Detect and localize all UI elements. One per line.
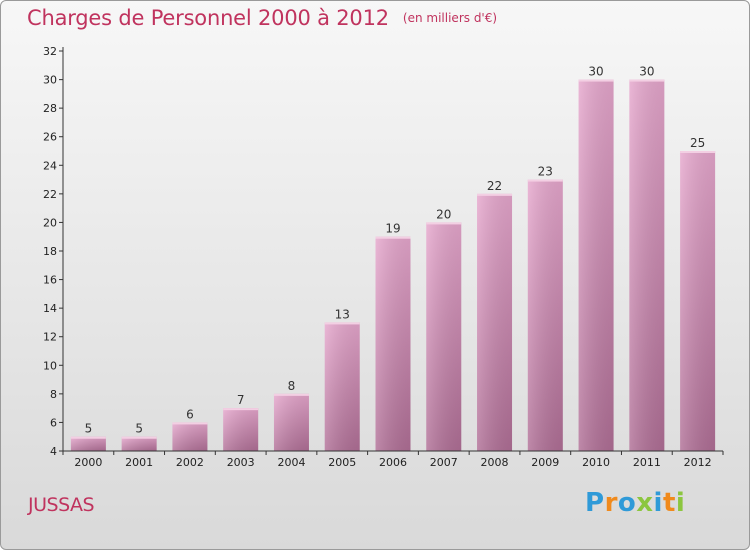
value-label-2008: 22 — [487, 179, 502, 193]
x-tick-label-2010: 2010 — [582, 456, 610, 469]
bar-shade-2000 — [70, 436, 106, 451]
bar-top-edge-2010 — [578, 79, 614, 82]
value-label-2009: 23 — [538, 165, 553, 179]
bar-top-edge-2000 — [70, 436, 106, 439]
bar-shade-2005 — [324, 322, 360, 451]
value-label-2005: 13 — [335, 307, 350, 321]
x-tick-label-2005: 2005 — [328, 456, 356, 469]
bar-shade-2010 — [578, 79, 614, 452]
value-label-2004: 8 — [288, 379, 296, 393]
value-label-2003: 7 — [237, 393, 245, 407]
x-tick-label-2004: 2004 — [277, 456, 305, 469]
x-tick-label-2012: 2012 — [684, 456, 712, 469]
y-tick-label-32: 32 — [43, 45, 57, 58]
brand-letter-r: r — [604, 488, 618, 518]
value-label-2006: 19 — [385, 222, 400, 236]
bar-shade-2008 — [477, 193, 513, 451]
bars-layer: 5 5 6 7 8 13 19 20 22 23 30 30 25 — [70, 65, 716, 452]
x-tick-label-2011: 2011 — [633, 456, 661, 469]
bar-top-edge-2006 — [375, 236, 411, 239]
y-tick-label-10: 10 — [43, 359, 57, 372]
y-tick-label-12: 12 — [43, 331, 57, 344]
title-row: Charges de Personnel 2000 à 2012 (en mill… — [27, 6, 497, 30]
value-label-2011: 30 — [639, 65, 654, 79]
brand-letter-i1: i — [653, 488, 663, 518]
x-tick-label-2000: 2000 — [74, 456, 102, 469]
y-tick-label-4: 4 — [50, 445, 57, 458]
y-tick-label-28: 28 — [43, 102, 57, 115]
brand-letter-i2: i — [675, 488, 686, 518]
bar-top-edge-2001 — [121, 436, 157, 439]
bar-shade-2002 — [172, 422, 208, 451]
y-tick-label-22: 22 — [43, 188, 57, 201]
y-tick-label-18: 18 — [43, 245, 57, 258]
bar-shade-2007 — [426, 222, 462, 451]
value-label-2010: 30 — [588, 65, 603, 79]
value-label-2002: 6 — [186, 407, 194, 421]
y-tick-label-14: 14 — [43, 302, 57, 315]
y-tick-label-24: 24 — [43, 159, 57, 172]
bar-top-edge-2003 — [223, 408, 259, 411]
value-label-2007: 20 — [436, 207, 451, 221]
bar-shade-2003 — [223, 408, 259, 451]
bar-shade-2012 — [680, 151, 716, 451]
bar-top-edge-2009 — [527, 179, 563, 182]
y-tick-label-16: 16 — [43, 274, 57, 287]
brand-letter-p: P — [585, 488, 605, 518]
x-tick-label-2001: 2001 — [125, 456, 153, 469]
bar-shade-2004 — [273, 393, 309, 451]
chart-subtitle: (en milliers d'€) — [402, 11, 498, 25]
x-tick-label-2006: 2006 — [379, 456, 407, 469]
proxiti-logo[interactable]: Proxiti — [585, 488, 685, 518]
brand-letter-o: o — [617, 488, 637, 518]
y-tick-label-6: 6 — [50, 416, 57, 429]
bar-top-edge-2007 — [426, 222, 462, 225]
value-label-2012: 25 — [690, 136, 705, 150]
x-tick-label-2008: 2008 — [481, 456, 509, 469]
bar-shade-2006 — [375, 236, 411, 451]
bar-shade-2009 — [527, 179, 563, 452]
y-tick-label-26: 26 — [43, 131, 57, 144]
bar-top-edge-2011 — [629, 79, 665, 82]
y-tick-label-30: 30 — [43, 74, 57, 87]
bar-top-edge-2002 — [172, 422, 208, 425]
bar-shade-2011 — [629, 79, 665, 452]
bar-top-edge-2012 — [680, 151, 716, 153]
brand-letter-t: t — [662, 488, 676, 518]
axis-layer: 4 6 8 10 12 14 16 18 20 22 24 26 28 30 32 2000 2001 2002 2… — [43, 45, 724, 469]
place-name: JUSSAS — [28, 494, 95, 516]
x-tick-label-2003: 2003 — [227, 456, 255, 469]
y-tick-label-8: 8 — [50, 388, 57, 401]
bar-top-edge-2005 — [324, 322, 360, 325]
bar-shade-2001 — [121, 436, 157, 451]
x-tick-label-2002: 2002 — [176, 456, 204, 469]
value-label-2000: 5 — [85, 422, 93, 436]
x-tick-label-2007: 2007 — [430, 456, 458, 469]
x-tick-label-2009: 2009 — [531, 456, 559, 469]
bar-top-edge-2004 — [273, 393, 309, 396]
value-label-2001: 5 — [135, 422, 143, 436]
bar-top-edge-2008 — [477, 193, 513, 196]
brand-letter-x: x — [636, 488, 654, 518]
y-tick-label-20: 20 — [43, 216, 57, 229]
chart-title: Charges de Personnel 2000 à 2012 — [27, 6, 389, 30]
